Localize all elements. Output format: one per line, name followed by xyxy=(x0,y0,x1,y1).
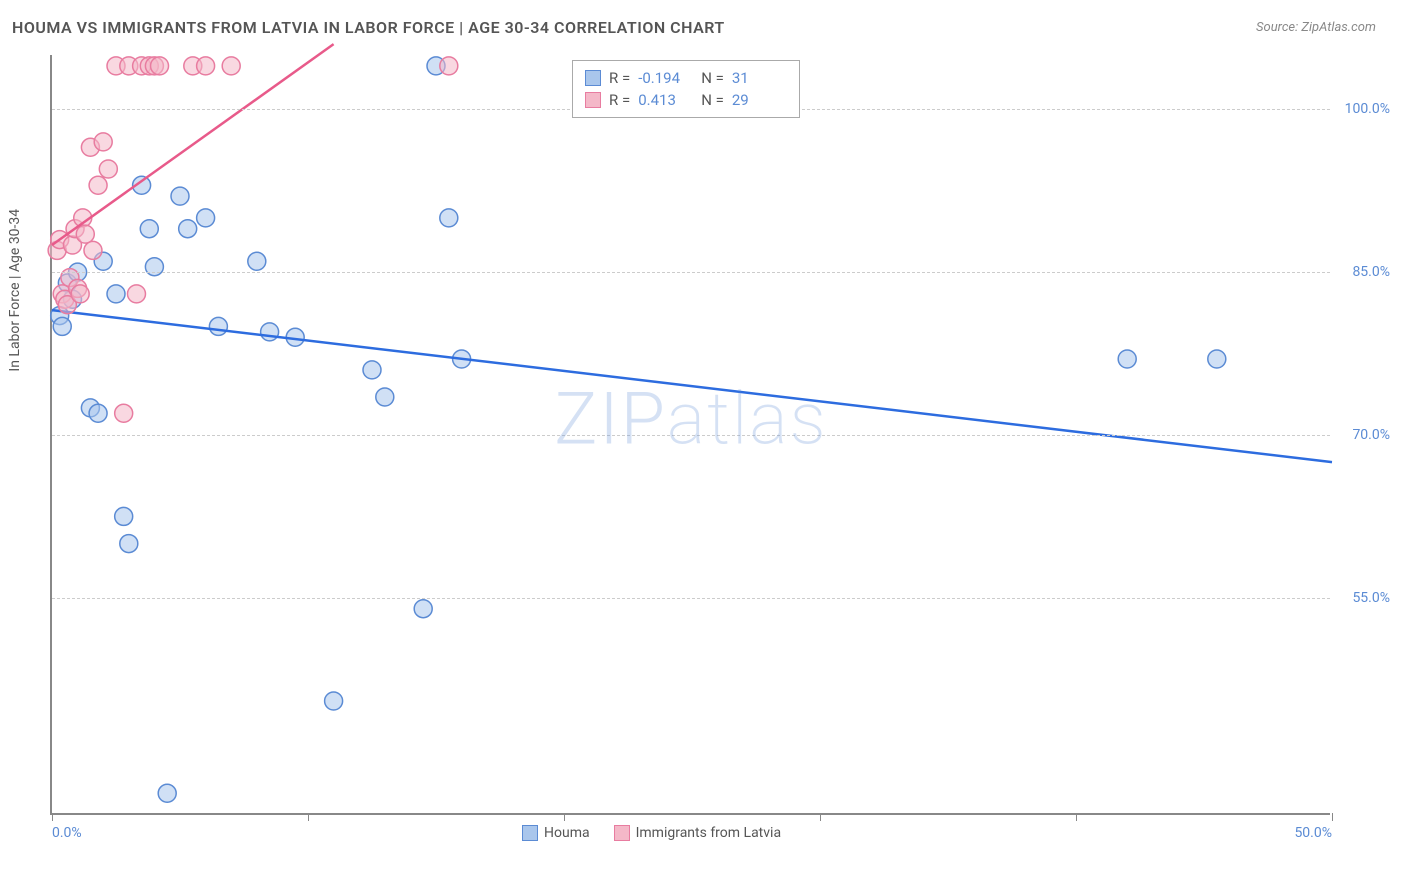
data-point xyxy=(151,57,169,75)
data-point xyxy=(71,285,89,303)
n-label: N = xyxy=(701,91,724,109)
correlation-legend: R = -0.194 N = 31 R = 0.413 N = 29 xyxy=(572,60,800,118)
gridline xyxy=(52,272,1330,273)
legend-swatch-latvia xyxy=(614,825,630,841)
data-point xyxy=(171,187,189,205)
x-tick xyxy=(820,813,821,821)
x-tick xyxy=(1332,813,1333,821)
data-point xyxy=(89,404,107,422)
data-point xyxy=(120,535,138,553)
data-point xyxy=(222,57,240,75)
x-tick-label: 50.0% xyxy=(1294,825,1332,841)
data-point xyxy=(1118,350,1136,368)
r-value-houma: -0.194 xyxy=(638,69,693,87)
legend-label-latvia: Immigrants from Latvia xyxy=(636,825,781,841)
data-point xyxy=(414,600,432,618)
data-point xyxy=(127,285,145,303)
r-label: R = xyxy=(609,91,630,109)
legend-swatch-houma xyxy=(522,825,538,841)
y-tick-label: 55.0% xyxy=(1335,590,1390,606)
n-value-houma: 31 xyxy=(732,69,787,87)
n-label: N = xyxy=(701,69,724,87)
data-point xyxy=(261,323,279,341)
x-tick-label: 0.0% xyxy=(52,825,82,841)
y-tick-label: 85.0% xyxy=(1335,264,1390,280)
data-point xyxy=(94,133,112,151)
x-tick xyxy=(52,813,53,821)
data-point xyxy=(440,57,458,75)
n-value-latvia: 29 xyxy=(732,91,787,109)
r-value-latvia: 0.413 xyxy=(638,91,693,109)
data-point xyxy=(84,241,102,259)
x-tick xyxy=(1076,813,1077,821)
plot-area: ZIPatlas R = -0.194 N = 31 R = 0.413 N =… xyxy=(50,55,1330,815)
data-point xyxy=(209,317,227,335)
series-legend: Houma Immigrants from Latvia xyxy=(522,825,781,841)
data-point xyxy=(179,220,197,238)
data-point xyxy=(115,507,133,525)
data-point xyxy=(115,404,133,422)
y-tick-label: 100.0% xyxy=(1335,101,1390,117)
data-point xyxy=(89,176,107,194)
data-point xyxy=(376,388,394,406)
data-point xyxy=(99,160,117,178)
chart-container: In Labor Force | Age 30-34 ZIPatlas R = … xyxy=(50,55,1380,835)
data-point xyxy=(158,784,176,802)
plot-svg xyxy=(52,55,1330,813)
x-tick xyxy=(308,813,309,821)
gridline xyxy=(52,598,1330,599)
trend-line xyxy=(52,310,1332,462)
r-label: R = xyxy=(609,69,630,87)
data-point xyxy=(1208,350,1226,368)
data-point xyxy=(197,209,215,227)
data-point xyxy=(140,220,158,238)
legend-item-houma: Houma xyxy=(522,825,590,841)
legend-row-houma: R = -0.194 N = 31 xyxy=(585,67,787,89)
y-axis-label: In Labor Force | Age 30-34 xyxy=(7,209,23,372)
gridline xyxy=(52,435,1330,436)
chart-source: Source: ZipAtlas.com xyxy=(1256,20,1376,35)
data-point xyxy=(197,57,215,75)
legend-row-latvia: R = 0.413 N = 29 xyxy=(585,89,787,111)
data-point xyxy=(53,317,71,335)
legend-item-latvia: Immigrants from Latvia xyxy=(614,825,781,841)
data-point xyxy=(76,225,94,243)
y-tick-label: 70.0% xyxy=(1335,427,1390,443)
data-point xyxy=(363,361,381,379)
x-tick xyxy=(564,813,565,821)
data-point xyxy=(440,209,458,227)
data-point xyxy=(107,285,125,303)
data-point xyxy=(325,692,343,710)
legend-label-houma: Houma xyxy=(544,825,590,841)
legend-swatch-latvia xyxy=(585,92,601,108)
chart-title: HOUMA VS IMMIGRANTS FROM LATVIA IN LABOR… xyxy=(12,18,725,37)
chart-header: HOUMA VS IMMIGRANTS FROM LATVIA IN LABOR… xyxy=(0,0,1406,47)
legend-swatch-houma xyxy=(585,70,601,86)
data-point xyxy=(248,252,266,270)
